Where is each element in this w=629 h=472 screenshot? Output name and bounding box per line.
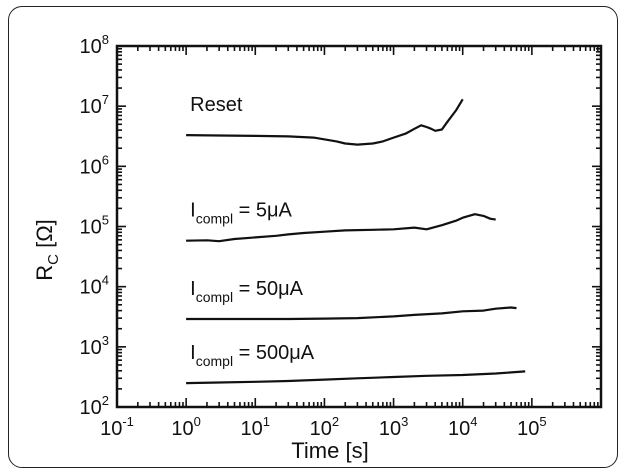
x-tick-label: 103	[379, 414, 408, 440]
x-tick-label: 104	[448, 414, 477, 440]
series-line-0	[186, 98, 464, 146]
x-tick-label: 105	[517, 414, 546, 440]
x-axis-label: Time [s]	[291, 438, 368, 463]
y-axis-label: RC [Ω]	[32, 219, 62, 281]
svg-text:RC [Ω]: RC [Ω]	[32, 219, 62, 281]
y-tick-label: 106	[80, 152, 109, 178]
series-line-2	[186, 306, 517, 321]
y-tick-label: 103	[80, 333, 109, 359]
series-label-3: Icompl = 500μA	[190, 342, 315, 369]
x-tick-labels: 10-1 100 101 102 103 104 105	[100, 414, 547, 440]
series-label-2: Icompl = 50μA	[190, 278, 303, 305]
y-tick-label: 104	[80, 273, 109, 299]
series-label-0: Reset	[190, 94, 243, 116]
series-line-1	[186, 213, 496, 243]
y-tick-labels: 102 103 104 105 106 107 108	[80, 32, 109, 419]
series-labels: Reset Icompl = 5μA Icompl = 50μA Icompl = 5…	[190, 94, 315, 369]
x-tick-label: 101	[241, 414, 270, 440]
plot-area	[115, 44, 603, 409]
series-line-3	[186, 370, 526, 385]
series-label-1: Icompl = 5μA	[190, 200, 292, 227]
series-group	[186, 98, 526, 385]
y-tick-label: 107	[80, 92, 109, 118]
y-tick-label: 108	[80, 32, 109, 58]
x-tick-label: 102	[310, 414, 339, 440]
y-tick-label: 102	[80, 393, 109, 419]
x-tick-label: 10-1	[100, 414, 134, 440]
x-tick-label: 100	[171, 414, 200, 440]
y-tick-label: 105	[80, 213, 109, 239]
figure-frame	[8, 6, 618, 468]
